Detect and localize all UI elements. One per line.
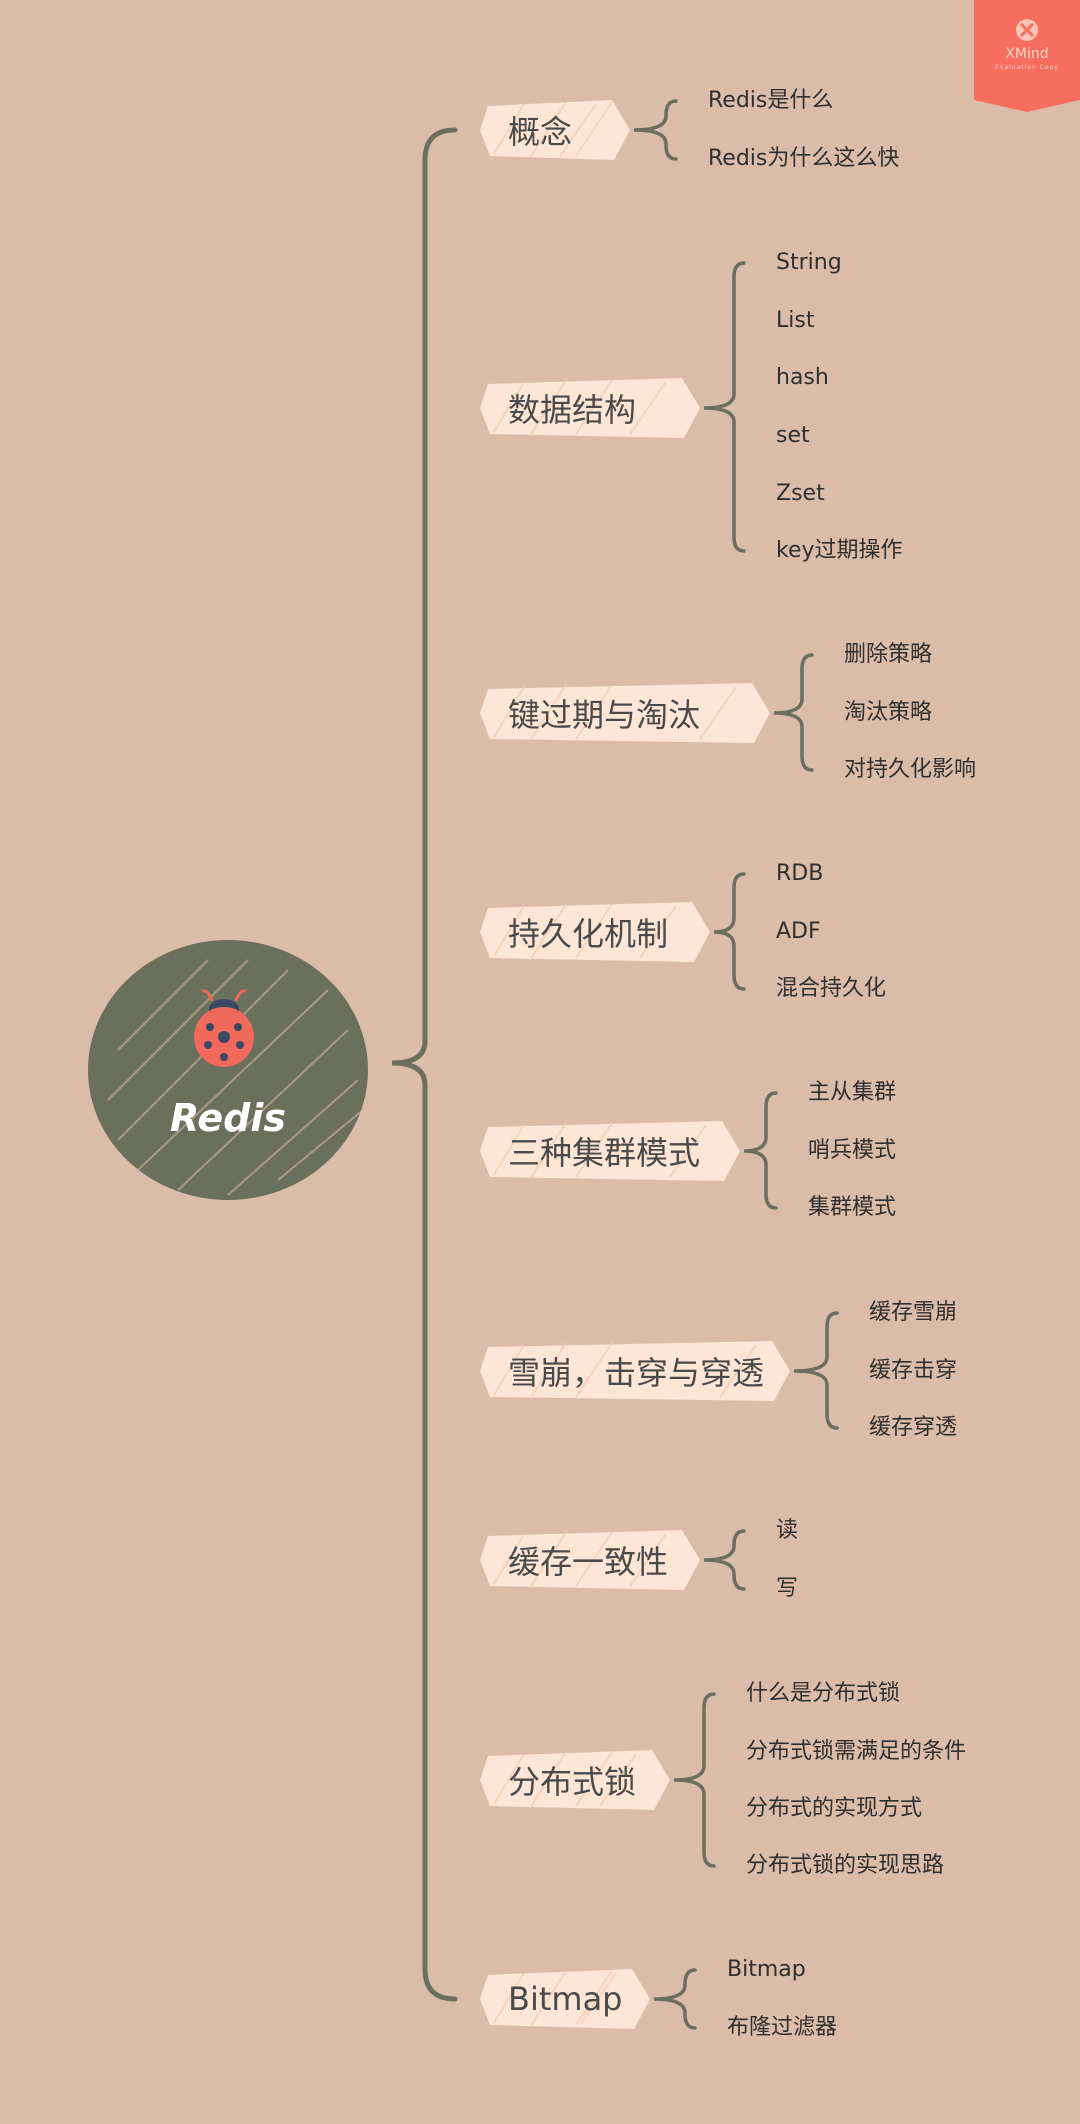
branch-label: 三种集群模式 <box>508 1134 701 1172</box>
leaf-topic: 缓存雪崩 <box>869 1300 958 1325</box>
child-bracket <box>703 1529 746 1591</box>
branch-label: 分布式锁 <box>508 1763 637 1801</box>
leaf-topic: 布隆过滤器 <box>727 2015 838 2040</box>
branch-node: 数据结构 <box>480 370 700 446</box>
leaf-topic: 缓存击穿 <box>869 1358 958 1383</box>
branch-node: 持久化机制 <box>480 894 710 970</box>
leaf-topic: 对持久化影响 <box>844 757 977 782</box>
branch-node-background <box>480 1969 650 2029</box>
branch-node-background <box>480 1121 740 1181</box>
child-bracket <box>773 653 814 772</box>
child-bracket <box>743 1091 778 1210</box>
branch-node: 键过期与淘汰 <box>480 675 770 751</box>
leaf-topic: Bitmap <box>727 1957 806 1982</box>
leaf-topic: Redis为什么这么快 <box>708 146 900 171</box>
leaf-topic: 淘汰策略 <box>844 700 933 725</box>
xmind-watermark-ribbon <box>974 0 1080 112</box>
leaf-topic: key过期操作 <box>776 538 903 563</box>
branch-label: 数据结构 <box>508 391 637 429</box>
leaf-topic: 缓存穿透 <box>869 1415 958 1440</box>
branch-label: 雪崩，击穿与穿透 <box>508 1354 765 1392</box>
root-node-background <box>88 940 368 1200</box>
leaf-topic: 分布式的实现方式 <box>746 1796 923 1821</box>
child-bracket <box>673 1692 716 1868</box>
child-bracket <box>633 99 678 161</box>
branch-node: 缓存一致性 <box>480 1522 700 1598</box>
child-bracket <box>793 1311 839 1430</box>
branch-label: 键过期与淘汰 <box>508 696 701 734</box>
branch-node-background <box>480 683 770 743</box>
main-bracket <box>391 127 458 2002</box>
leaf-topic: 哨兵模式 <box>808 1138 897 1163</box>
root-label: Redis <box>170 1096 286 1140</box>
child-bracket <box>713 872 746 991</box>
branch-node-background <box>480 100 630 160</box>
branch-node: Bitmap <box>480 1961 650 2037</box>
watermark-brand: XMind <box>1005 46 1049 62</box>
branch-node-background <box>480 1341 790 1401</box>
branch-label: 概念 <box>508 113 573 151</box>
leaf-topic: ADF <box>776 919 821 944</box>
child-bracket <box>653 1968 697 2030</box>
leaf-topic: Redis是什么 <box>708 88 834 113</box>
branch-node-background <box>480 378 700 438</box>
leaf-topic: hash <box>776 365 829 390</box>
branch-label: 缓存一致性 <box>508 1543 669 1581</box>
leaf-topic: String <box>776 250 842 275</box>
leaf-topic: 删除策略 <box>844 642 933 667</box>
leaf-topic: RDB <box>776 861 824 886</box>
leaf-topic: 写 <box>776 1576 799 1601</box>
branch-node: 概念 <box>480 92 630 168</box>
branch-node: 三种集群模式 <box>480 1113 740 1189</box>
watermark-subtext: Evaluation Copy <box>995 64 1059 71</box>
branch-node-background <box>480 902 710 962</box>
leaf-topic: 主从集群 <box>808 1080 897 1105</box>
child-bracket <box>703 261 746 553</box>
leaf-topic: Zset <box>776 481 825 506</box>
leaf-topic: 什么是分布式锁 <box>746 1681 901 1706</box>
branch-node-background <box>480 1750 670 1810</box>
branch-node-background <box>480 1530 700 1590</box>
leaf-topic: 分布式锁的实现思路 <box>746 1853 945 1878</box>
leaf-topic: 集群模式 <box>808 1195 897 1220</box>
leaf-topic: 读 <box>776 1518 799 1543</box>
branch-node: 雪崩，击穿与穿透 <box>480 1333 790 1409</box>
leaf-topic: set <box>776 423 810 448</box>
ladybug-icon <box>194 989 254 1067</box>
branch-label: 持久化机制 <box>508 915 669 953</box>
branch-label: Bitmap <box>508 1980 623 2018</box>
leaf-topic: List <box>776 308 815 333</box>
leaf-topic: 混合持久化 <box>776 976 887 1001</box>
leaf-topic: 分布式锁需满足的条件 <box>746 1739 967 1764</box>
branch-node: 分布式锁 <box>480 1742 670 1818</box>
